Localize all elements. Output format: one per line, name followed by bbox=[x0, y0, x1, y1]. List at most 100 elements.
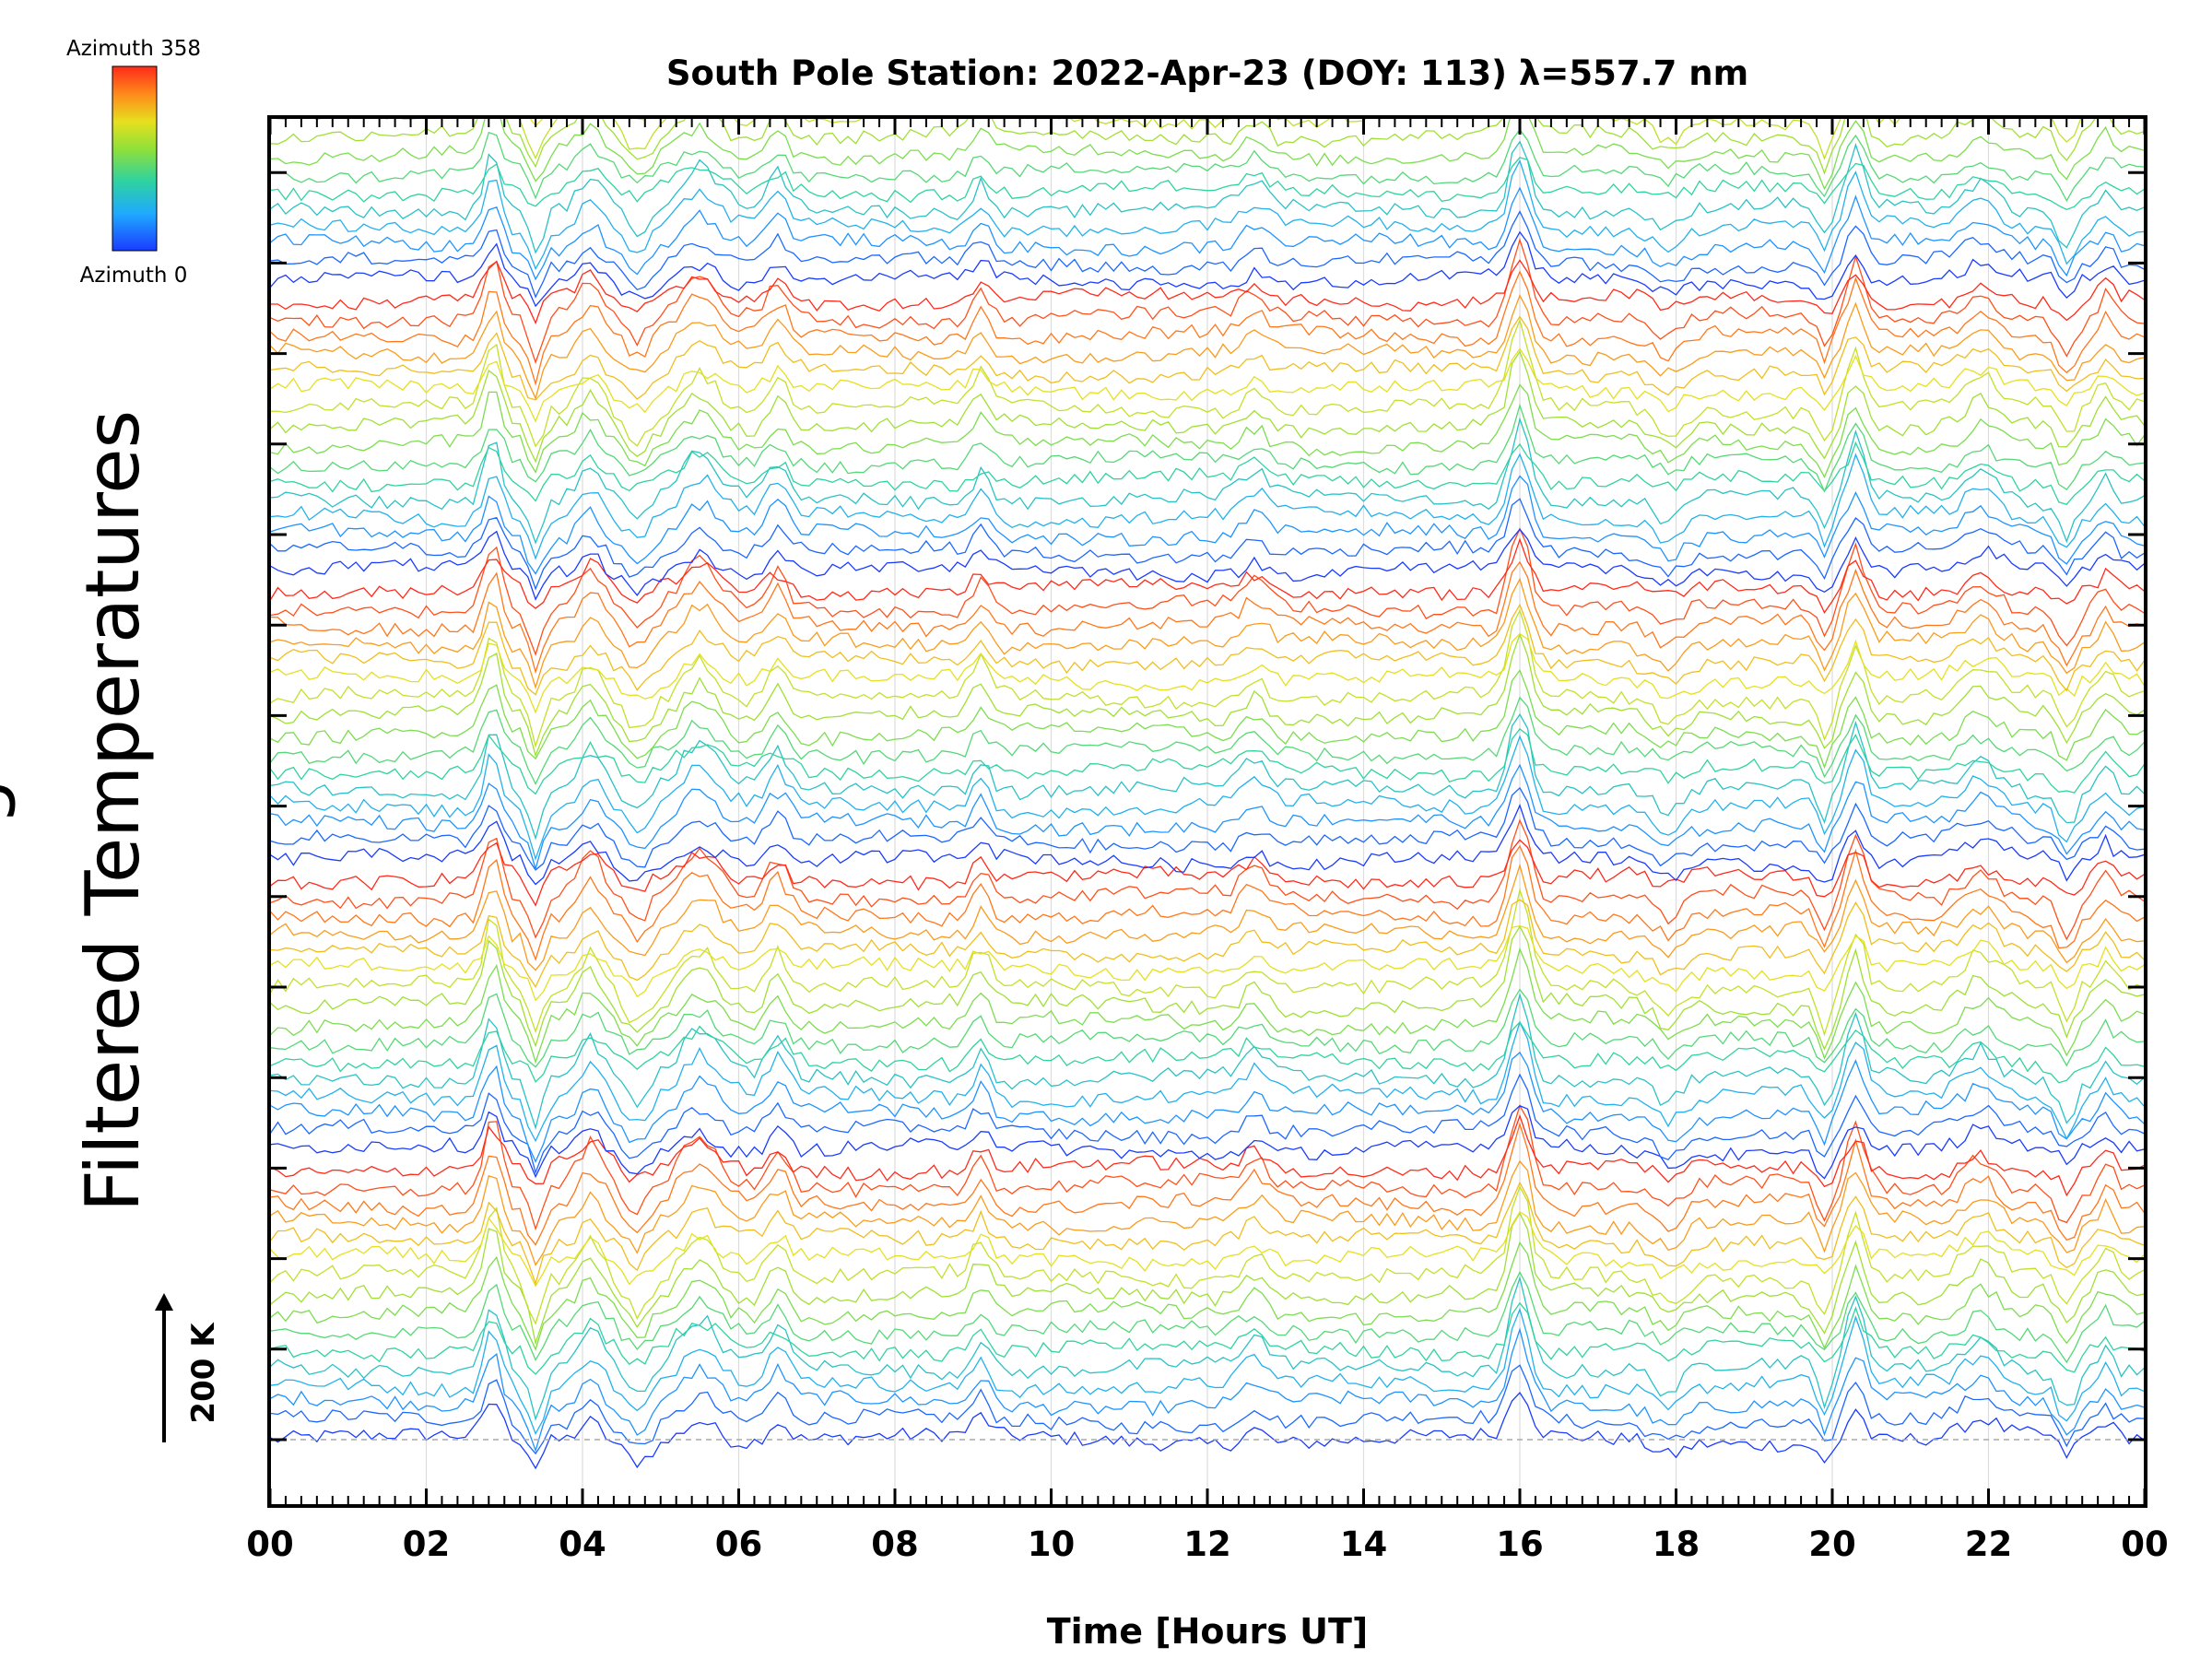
temperature-trace bbox=[270, 735, 2145, 861]
x-tick-label: 12 bbox=[1183, 1524, 1231, 1564]
x-tick-label: 06 bbox=[715, 1524, 763, 1564]
plot-frame bbox=[267, 115, 2147, 1508]
temperature-trace bbox=[270, 560, 2145, 675]
temperature-trace bbox=[270, 294, 2145, 401]
temperature-trace bbox=[270, 159, 2145, 271]
temperature-trace bbox=[270, 786, 2145, 871]
temperature-trace bbox=[270, 1159, 2145, 1266]
temperature-trace bbox=[270, 577, 2145, 689]
temperature-trace bbox=[270, 763, 2145, 871]
scale-bar-label: 200 K bbox=[185, 1322, 222, 1424]
temperature-trace bbox=[270, 186, 2145, 281]
colorbar-bottom-label: Azimuth 0 bbox=[80, 264, 188, 288]
temperature-trace bbox=[270, 453, 2145, 560]
temperature-trace bbox=[270, 1122, 2145, 1246]
temperature-trace bbox=[270, 1051, 2145, 1163]
temperature-trace bbox=[270, 803, 2145, 886]
temperature-trace bbox=[270, 1301, 2145, 1375]
temperature-trace bbox=[270, 1073, 2145, 1175]
temperature-trace bbox=[270, 1391, 2145, 1470]
x-tick-label: 22 bbox=[1965, 1524, 2013, 1564]
temperature-trace bbox=[270, 924, 2145, 1051]
temperature-trace bbox=[270, 537, 2145, 615]
tick-marks bbox=[268, 118, 2147, 1505]
x-tick-label: 02 bbox=[403, 1524, 451, 1564]
x-axis-label: Time [Hours UT] bbox=[1047, 1611, 1369, 1652]
temperature-trace bbox=[270, 1210, 2145, 1288]
temperature-trace bbox=[270, 350, 2145, 464]
temperature-trace bbox=[270, 696, 2145, 785]
colorbar-top-label: Azimuth 358 bbox=[66, 37, 201, 61]
scale-bar: 200 K bbox=[155, 1293, 222, 1442]
x-tick-label: 00 bbox=[2121, 1524, 2169, 1564]
x-tick-label: 20 bbox=[1808, 1524, 1856, 1564]
temperature-trace bbox=[270, 947, 2145, 1065]
temperature-trace bbox=[270, 1307, 2145, 1436]
temperature-trace bbox=[270, 528, 2145, 601]
temperature-trace bbox=[270, 383, 2145, 479]
temperature-trace bbox=[270, 0, 2145, 14]
temperature-trace bbox=[270, 347, 2145, 423]
temperature-trace bbox=[270, 603, 2145, 696]
temperature-trace bbox=[270, 210, 2145, 299]
temperature-trace bbox=[270, 668, 2145, 770]
temperature-trace bbox=[270, 475, 2145, 575]
temperature-trace bbox=[270, 839, 2145, 907]
colorbar: Azimuth 358 Azimuth 0 bbox=[66, 37, 201, 288]
temperature-trace bbox=[270, 608, 2145, 748]
temperature-trace bbox=[270, 1327, 2145, 1453]
temperature-trace bbox=[270, 1113, 2145, 1197]
temperature-trace bbox=[270, 887, 2145, 1037]
temperature-trace bbox=[270, 924, 2145, 1002]
temperature-trace bbox=[270, 1185, 2145, 1325]
temperature-trace bbox=[270, 899, 2145, 989]
temperature-trace bbox=[270, 863, 2145, 971]
temperature-trace bbox=[270, 140, 2145, 254]
temperature-trace bbox=[270, 993, 2145, 1130]
temperature-trace bbox=[270, 315, 2145, 401]
temperature-trace bbox=[270, 118, 2145, 191]
temperature-trace bbox=[270, 1104, 2145, 1231]
colorbar-gradient bbox=[112, 65, 158, 252]
x-tick-label: 04 bbox=[559, 1524, 606, 1564]
y-axis-label: Filtered Temperatures bbox=[70, 410, 156, 1212]
temperature-trace bbox=[270, 318, 2145, 448]
temperature-trace bbox=[270, 230, 2145, 308]
temperature-traces bbox=[270, 0, 2145, 1470]
temperature-trace bbox=[270, 988, 2145, 1068]
temperature-trace bbox=[270, 1021, 2145, 1084]
temperature-trace bbox=[270, 270, 2145, 386]
temperature-trace bbox=[270, 1276, 2145, 1421]
temperature-trace bbox=[270, 498, 2145, 591]
scale-bar-arrow-head bbox=[155, 1293, 173, 1311]
temperature-trace bbox=[270, 844, 2145, 961]
x-tick-label: 18 bbox=[1653, 1524, 1700, 1564]
temperature-trace bbox=[270, 157, 2145, 211]
x-tick-label: 16 bbox=[1496, 1524, 1544, 1564]
x-tick-label: 10 bbox=[1028, 1524, 1076, 1564]
temperature-trace bbox=[270, 0, 2145, 2]
y-axis-label-clipped: g bbox=[0, 779, 18, 826]
x-tick-label: 00 bbox=[246, 1524, 294, 1564]
temperature-trace bbox=[270, 237, 2145, 365]
temperature-trace bbox=[270, 1211, 2145, 1346]
temperature-trace bbox=[270, 632, 2145, 758]
temperature-trace bbox=[270, 1181, 2145, 1286]
x-tick-label: 08 bbox=[871, 1524, 919, 1564]
x-tick-labels: 00 02 04 06 08 10 12 14 16 18 20 22 00 bbox=[246, 1524, 2169, 1564]
temperature-trace bbox=[270, 441, 2145, 505]
temperature-trace bbox=[270, 1241, 2145, 1351]
temperature-trace bbox=[270, 403, 2145, 493]
temperature-trace bbox=[270, 727, 2145, 795]
temperature-trace bbox=[270, 1020, 2145, 1143]
temperature-trace bbox=[270, 632, 2145, 714]
temperature-trace bbox=[270, 818, 2145, 941]
chart-title: South Pole Station: 2022-Apr-23 (DOY: 11… bbox=[666, 53, 1748, 93]
temperature-trace bbox=[270, 1105, 2145, 1180]
temperature-trace bbox=[270, 259, 2145, 325]
x-tick-label: 14 bbox=[1340, 1524, 1388, 1564]
temperature-trace bbox=[270, 417, 2145, 545]
temperature-trace bbox=[270, 0, 2145, 34]
temperature-trace bbox=[270, 1270, 2145, 1364]
